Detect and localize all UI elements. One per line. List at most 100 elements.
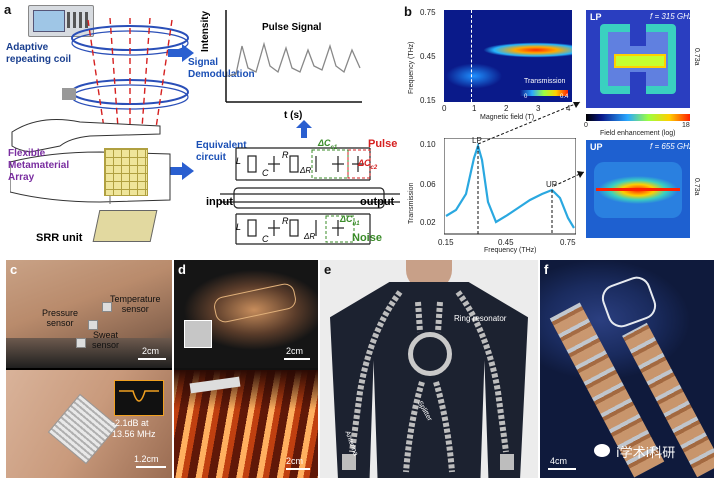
panel-label-a: a [4,2,12,17]
panel-b: b Transmission 0 0.4 0.75 0.45 0.15 Freq… [400,0,718,258]
scale-bar [136,466,166,468]
cbar-tick-1: 0.4 [560,94,569,100]
circuit-label-Cb: C [262,234,269,244]
wrist-sensor-photo [6,260,172,368]
watermark-text: i学术i科研 [616,446,676,461]
flexible-array-label: Flexible Metamaterial Array [8,148,70,183]
heat-ylabel: Frequency (THz) [408,41,415,94]
lp-marker-label: LP [472,136,482,145]
dashed-arrows [477,101,585,187]
pulse-signal-title: Pulse Signal [262,22,322,33]
equivalent-circuit-label: Equivalent circuit [196,140,247,163]
equivalent-circuit-diagram [220,147,400,245]
coil-finger-photo [6,370,172,478]
scale-bar [548,468,576,470]
thermal-device-image [174,370,318,478]
panel-label-f: f [544,262,549,277]
time-axis-label: t (s) [284,110,303,121]
heat-xtick-3: 3 [536,104,541,113]
trans-xtick-2: 0.75 [560,238,576,247]
temperature-sensor-label: Temperature sensor [110,294,161,314]
noise-label: Noise [352,232,382,244]
ring-resonator-label: Ring resonator [454,314,507,323]
panel-a: a Adaptive repeating coil Signal Demodul… [0,0,400,258]
heat-xtick-2: 2 [504,104,509,113]
panel-c: c Pressure sensor Temperature sensor Swe… [6,260,172,478]
flexible-device-photo [174,260,318,368]
scale-label: 4cm [550,456,568,466]
circuit-label-Rb: R [282,216,289,226]
lp-side-label: 0.73a [693,48,700,66]
metamaterial-array [104,148,148,196]
panel-label-d: d [178,262,186,277]
scale-label-bottom: 2cm [286,456,304,466]
lp-frequency: f = 315 GHz [650,12,693,21]
shirt-traces [342,290,514,473]
up-frequency: f = 655 GHz [650,142,693,151]
field-enhancement-label: Field enhancement (log) [600,130,676,137]
scale-bar [284,358,310,360]
panel-label-c: c [10,262,18,277]
panel-label-e: e [324,262,332,277]
circuit-label-L: L [236,156,242,166]
field-tick-1: 18 [682,122,690,129]
signal-demod-label: Signal Demodulation [188,57,255,80]
wechat-icon [594,444,610,457]
trans-xlabel: Frequency (THz) [484,247,537,254]
up-box-title: UP [590,142,603,152]
sweat-sensor-label: Sweat sensor [92,330,120,350]
scale-label-top: 2cm [142,346,160,356]
scale-label-bottom: 1.2cm [134,454,159,464]
coil-label: Adaptive repeating coil [6,42,72,65]
circuit-label-R: R [282,150,289,160]
signal-generator-device [28,5,94,37]
up-side-label: 0.73a [693,178,700,196]
arrow-right-icon [168,162,194,180]
trans-ytick-1: 0.06 [420,180,436,189]
circuit-label-dc-c1: ΔCc1 [318,138,338,151]
scale-bar [286,468,310,470]
trans-ylabel: Transmission [408,182,415,224]
panel-f: f 4cm i学术i科研 [540,260,714,478]
coil-illustration [62,17,189,129]
heat-ytick-2: 0.15 [420,96,436,105]
dispersion-heatmap [444,10,572,102]
srr-unit-image [92,210,158,242]
pressure-sensor-label: Pressure sensor [42,308,79,328]
heat-xlabel: Magnetic field (T) [480,114,535,121]
circuit-label-dR: ΔR [300,166,312,175]
heat-xtick-4: 4 [566,104,571,113]
heat-xtick-0: 0 [442,104,447,113]
heat-ytick-1: 0.45 [420,52,436,61]
arrow-up-icon [296,120,312,138]
heat-xtick-1: 1 [472,104,477,113]
circuit-label-Lb: L [236,222,242,232]
cbar-tick-0: 0 [524,94,528,100]
srr-unit-label: SRR unit [36,232,83,244]
scale-label-top: 2cm [286,346,304,356]
scale-bar [138,358,166,360]
panel-d: d 2cm 2cm [174,260,318,478]
arrow-right-icon [168,44,194,62]
fabric-device-photo [540,260,714,478]
field-enhancement-colorbar [586,114,690,121]
ring-resonator [408,332,452,376]
input-label: input [206,196,233,208]
up-field-map [586,140,690,238]
panel-e: e Ring resonator Splitter Antenna [320,260,538,478]
lp-field-map [586,10,690,108]
circuit-label-dc-c2: ΔCc2 [358,158,378,171]
intensity-label: Intensity [200,10,211,52]
output-label: output [360,196,395,208]
panel-label-b: b [404,4,412,19]
pulse-label: Pulse [368,138,398,150]
db-text: -2.1dB at 13.56 MHz [112,418,156,439]
transmission-cbar-label: Transmission [524,78,566,85]
circuit-label-dRb: ΔR [304,232,316,241]
heat-ytick-0: 0.75 [420,8,436,17]
pulse-signal-plot [225,10,362,103]
trans-ytick-0: 0.10 [420,140,436,149]
trans-ytick-2: 0.02 [420,218,436,227]
lp-box-title: LP [590,12,602,22]
trans-xtick-0: 0.15 [438,238,454,247]
